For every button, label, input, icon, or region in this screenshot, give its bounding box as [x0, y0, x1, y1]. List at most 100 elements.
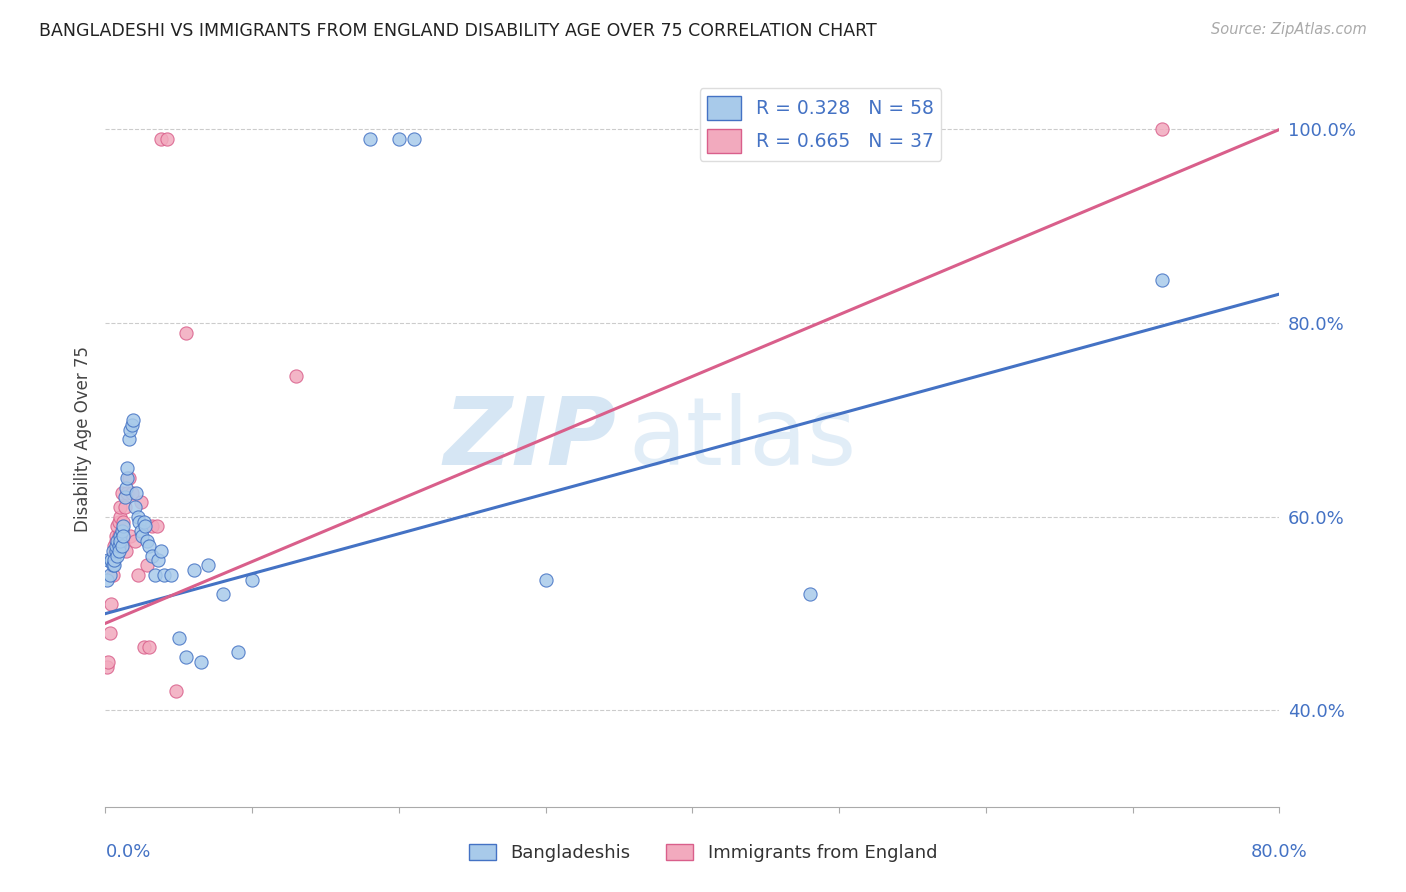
Point	[128, 515, 150, 529]
Point	[226, 645, 249, 659]
Point	[105, 533, 128, 548]
Point	[97, 655, 120, 669]
Point	[190, 655, 212, 669]
Point	[110, 485, 132, 500]
Point	[135, 533, 157, 548]
Point	[160, 567, 183, 582]
Point	[197, 558, 219, 573]
Point	[135, 558, 157, 573]
Point	[402, 132, 425, 146]
Point	[105, 519, 128, 533]
Point	[107, 543, 129, 558]
Point	[174, 326, 197, 340]
Point	[110, 524, 132, 539]
Point	[108, 509, 131, 524]
Point	[107, 529, 129, 543]
Point	[104, 539, 127, 553]
Point	[129, 495, 152, 509]
Point	[183, 563, 205, 577]
Point	[138, 640, 160, 655]
Point	[534, 573, 557, 587]
Point	[107, 515, 129, 529]
Point	[131, 529, 153, 543]
Point	[1150, 122, 1173, 136]
Point	[100, 597, 122, 611]
Point	[132, 515, 155, 529]
Point	[120, 529, 142, 543]
Point	[148, 553, 170, 567]
Point	[150, 132, 173, 146]
Point	[114, 500, 136, 514]
Point	[124, 533, 146, 548]
Point	[121, 485, 143, 500]
Text: atlas: atlas	[628, 393, 856, 485]
Point	[165, 684, 187, 698]
Point	[98, 567, 121, 582]
Text: ZIP: ZIP	[443, 393, 616, 485]
Point	[103, 549, 125, 563]
Point	[150, 543, 173, 558]
Point	[132, 640, 155, 655]
Point	[127, 567, 149, 582]
Point	[97, 553, 120, 567]
Point	[388, 132, 411, 146]
Point	[153, 567, 176, 582]
Point	[121, 417, 143, 432]
Point	[103, 539, 125, 553]
Point	[108, 500, 131, 514]
Point	[108, 529, 131, 543]
Point	[112, 519, 135, 533]
Point	[96, 660, 118, 674]
Point	[112, 515, 135, 529]
Point	[110, 539, 132, 553]
Point	[127, 509, 149, 524]
Point	[101, 543, 124, 558]
Point	[359, 132, 381, 146]
Point	[124, 500, 146, 514]
Point	[103, 553, 125, 567]
Point	[103, 558, 125, 573]
Legend: Bangladeshis, Immigrants from England: Bangladeshis, Immigrants from England	[461, 837, 945, 870]
Text: BANGLADESHI VS IMMIGRANTS FROM ENGLAND DISABILITY AGE OVER 75 CORRELATION CHART: BANGLADESHI VS IMMIGRANTS FROM ENGLAND D…	[39, 22, 877, 40]
Point	[108, 533, 131, 548]
Point	[1150, 272, 1173, 286]
Point	[117, 471, 139, 485]
Point	[141, 549, 163, 563]
Point	[114, 491, 136, 505]
Y-axis label: Disability Age Over 75: Disability Age Over 75	[75, 346, 93, 533]
Point	[101, 549, 124, 563]
Point	[125, 485, 148, 500]
Legend: R = 0.328   N = 58, R = 0.665   N = 37: R = 0.328 N = 58, R = 0.665 N = 37	[700, 88, 942, 161]
Point	[107, 539, 129, 553]
Point	[167, 631, 190, 645]
Point	[138, 539, 160, 553]
Point	[117, 485, 139, 500]
Point	[101, 558, 124, 573]
Point	[118, 433, 141, 447]
Point	[143, 567, 166, 582]
Point	[211, 587, 233, 601]
Point	[118, 471, 141, 485]
Text: 80.0%: 80.0%	[1251, 843, 1308, 861]
Text: Source: ZipAtlas.com: Source: ZipAtlas.com	[1211, 22, 1367, 37]
Point	[120, 423, 142, 437]
Point	[101, 567, 124, 582]
Point	[134, 519, 156, 533]
Point	[240, 573, 263, 587]
Point	[104, 529, 127, 543]
Point	[100, 553, 122, 567]
Point	[285, 369, 308, 384]
Point	[115, 543, 138, 558]
Point	[174, 650, 197, 665]
Point	[105, 549, 128, 563]
Point	[112, 529, 135, 543]
Point	[104, 533, 127, 548]
Point	[122, 413, 145, 427]
Point	[98, 626, 121, 640]
Point	[129, 524, 152, 539]
Point	[146, 519, 169, 533]
Point	[104, 543, 127, 558]
Point	[141, 519, 163, 533]
Point	[117, 461, 139, 475]
Text: 0.0%: 0.0%	[105, 843, 150, 861]
